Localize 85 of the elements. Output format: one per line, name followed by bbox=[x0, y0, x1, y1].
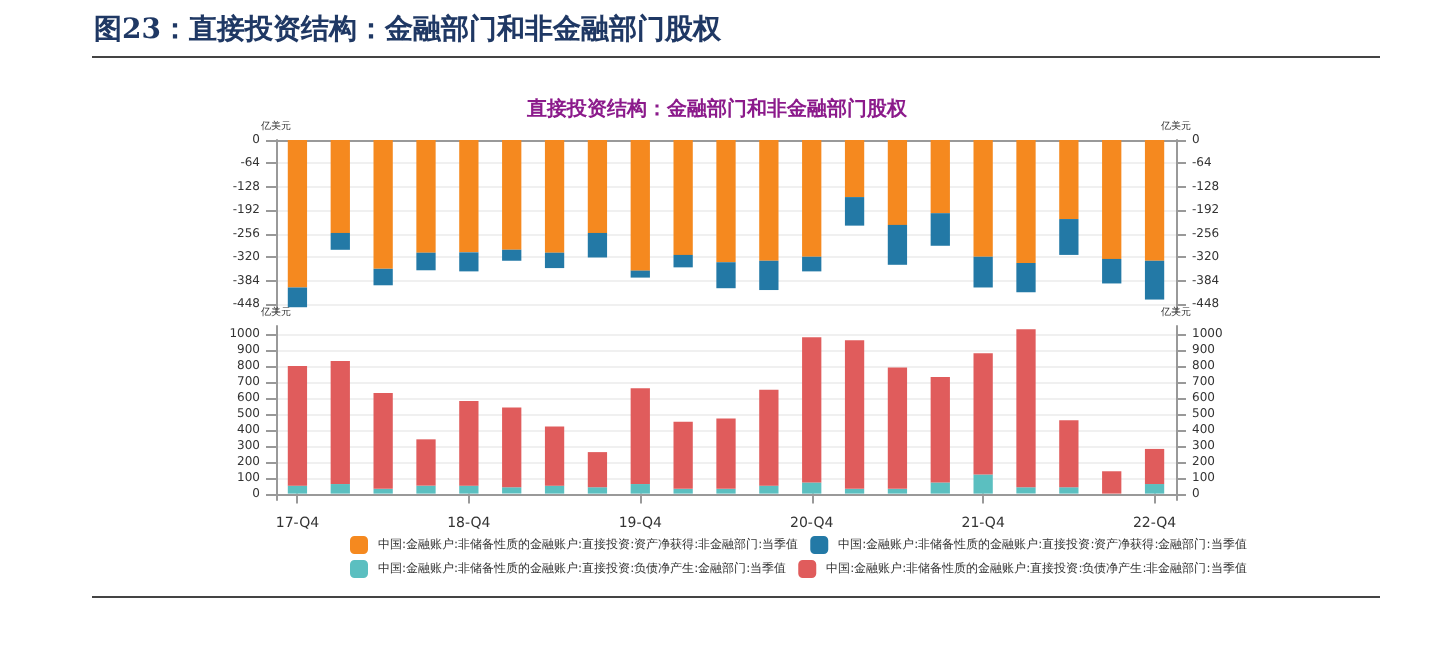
bar bbox=[973, 474, 993, 494]
bar bbox=[802, 256, 822, 272]
bar bbox=[844, 197, 865, 226]
bar bbox=[416, 439, 436, 486]
bar bbox=[759, 485, 779, 494]
bar bbox=[544, 426, 565, 486]
bar bbox=[844, 340, 865, 489]
bar bbox=[459, 401, 479, 486]
bar bbox=[587, 140, 608, 233]
bar bbox=[973, 256, 993, 288]
bar bbox=[673, 421, 693, 489]
bar bbox=[416, 252, 436, 271]
bar bbox=[587, 487, 608, 494]
bar bbox=[1016, 140, 1036, 263]
bar bbox=[630, 140, 650, 271]
bar bbox=[1102, 140, 1122, 259]
bar bbox=[630, 270, 650, 278]
bar bbox=[287, 365, 308, 486]
bar bbox=[1059, 219, 1079, 255]
bar bbox=[973, 353, 993, 475]
bar bbox=[373, 140, 393, 269]
bar bbox=[930, 377, 950, 483]
bar bbox=[1059, 487, 1079, 494]
bar bbox=[802, 482, 822, 494]
bar bbox=[887, 140, 908, 225]
bar bbox=[759, 389, 779, 486]
bar bbox=[373, 268, 393, 286]
bar bbox=[330, 484, 350, 494]
bar bbox=[587, 232, 608, 258]
bar bbox=[544, 140, 565, 253]
bar bbox=[759, 260, 779, 291]
bar bbox=[1016, 487, 1036, 494]
bar bbox=[1016, 329, 1036, 488]
bar bbox=[459, 485, 479, 494]
bar bbox=[716, 418, 736, 489]
bar bbox=[373, 393, 393, 489]
bar bbox=[930, 213, 950, 246]
bar bbox=[630, 388, 650, 485]
bar bbox=[844, 488, 865, 494]
bar bbox=[1144, 484, 1165, 494]
bar bbox=[1144, 260, 1165, 300]
bar bbox=[373, 488, 393, 494]
bar bbox=[287, 287, 308, 308]
bar bbox=[502, 249, 522, 261]
bar bbox=[330, 140, 350, 233]
bar bbox=[330, 232, 350, 250]
bar bbox=[802, 337, 822, 483]
bar bbox=[1102, 471, 1122, 494]
bar bbox=[716, 140, 736, 263]
chart-subtitle: 直接投资结构：金融部门和非金融部门股权 bbox=[525, 97, 909, 121]
bar bbox=[887, 224, 908, 265]
bar bbox=[930, 140, 950, 214]
bar bbox=[630, 484, 650, 494]
bar bbox=[459, 252, 479, 272]
bar bbox=[716, 488, 736, 494]
bar bbox=[416, 485, 436, 494]
bar bbox=[887, 367, 908, 489]
bar bbox=[502, 487, 522, 494]
bar bbox=[502, 140, 522, 250]
bar bbox=[1059, 420, 1079, 488]
bar bbox=[673, 254, 693, 268]
bar bbox=[1144, 448, 1165, 485]
bar bbox=[330, 361, 350, 485]
bar bbox=[844, 140, 865, 198]
bar bbox=[673, 140, 693, 255]
bar bbox=[459, 140, 479, 253]
bar bbox=[1016, 262, 1036, 293]
bar bbox=[930, 482, 950, 494]
bar bbox=[544, 485, 565, 494]
bar bbox=[973, 140, 993, 257]
bar bbox=[416, 140, 436, 253]
bar bbox=[1059, 140, 1079, 220]
bar bbox=[1102, 258, 1122, 284]
bar bbox=[1144, 140, 1165, 261]
bar bbox=[887, 488, 908, 494]
bar bbox=[544, 252, 565, 269]
bar bbox=[802, 140, 822, 257]
bar bbox=[587, 452, 608, 488]
bar bbox=[287, 140, 308, 288]
bar bbox=[759, 140, 779, 261]
bar bbox=[287, 485, 308, 494]
bar bbox=[716, 262, 736, 289]
chart-title: 图23：直接投资结构：金融部门和非金融部门股权 bbox=[94, 12, 723, 46]
bar bbox=[502, 407, 522, 488]
bar bbox=[673, 488, 693, 494]
